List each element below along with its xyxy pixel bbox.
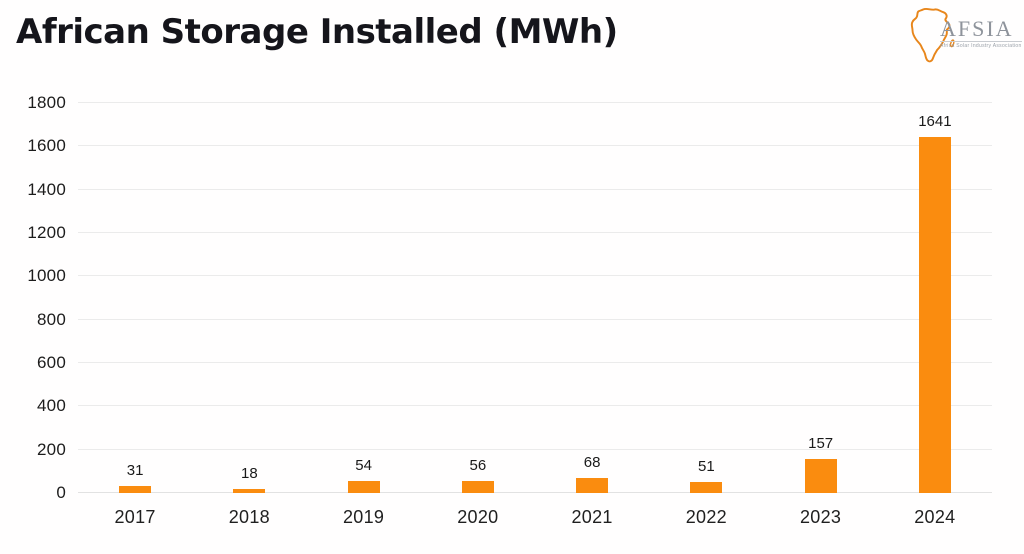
bar-2018 [233, 489, 266, 493]
x-axis-line [78, 492, 992, 493]
value-label: 18 [241, 465, 258, 482]
x-axis: 2017 2018 2019 2020 2021 2022 2023 2024 [78, 493, 992, 541]
gridline [78, 448, 992, 450]
y-tick-label: 1200 [27, 223, 66, 242]
y-tick-label: 1000 [27, 266, 66, 286]
y-tick-label: 1800 [27, 93, 66, 112]
bar-slot: 1641 [878, 103, 992, 493]
logo-text: AFSIA Africa Solar Industry Association [940, 15, 1022, 49]
gridline [78, 188, 992, 190]
x-tick-label: 2021 [571, 506, 613, 527]
bar-2017 [119, 486, 152, 493]
y-tick-label: 1600 [27, 136, 66, 156]
logo-wordmark: AFSIA [940, 15, 1014, 41]
value-label: 31 [126, 462, 144, 479]
bar-2024 [918, 137, 951, 493]
x-tick-label: 2020 [457, 506, 499, 527]
value-label: 54 [355, 457, 372, 474]
africa-outline-icon [910, 7, 955, 63]
bar-2021 [576, 478, 609, 493]
gridline [78, 362, 992, 363]
chart-title: African Storage Installed (MWh) [16, 12, 618, 52]
value-label: 68 [583, 454, 601, 471]
bar-series: 31 18 54 56 68 51 157 1641 [78, 103, 992, 493]
gridline [78, 405, 992, 407]
bar-slot: 56 [421, 103, 535, 493]
y-tick-label: 400 [37, 396, 66, 416]
bar-slot: 68 [535, 103, 649, 493]
x-tick-label: 2022 [685, 506, 727, 527]
value-label: 51 [698, 458, 715, 475]
value-label: 1641 [918, 113, 952, 130]
bar-slot: 18 [192, 103, 306, 493]
gridline [78, 232, 992, 233]
x-tick-label: 2019 [343, 506, 385, 527]
gridline [78, 275, 992, 277]
value-label: 56 [469, 457, 487, 474]
gridline [78, 318, 992, 320]
bar-2019 [347, 481, 380, 493]
y-tick-label: 0 [56, 483, 66, 502]
bar-slot: 157 [764, 103, 878, 493]
x-tick-label: 2023 [800, 506, 842, 527]
x-tick-label: 2018 [228, 506, 270, 527]
bar-2023 [804, 459, 837, 493]
y-axis: 0 200 400 600 800 1000 1200 1400 1600 1800 [0, 93, 66, 502]
bar-slot: 51 [649, 103, 763, 493]
bar-slot: 31 [78, 103, 192, 493]
y-tick-label: 600 [37, 353, 66, 372]
x-tick-label: 2017 [114, 506, 156, 527]
y-tick-label: 800 [37, 309, 66, 329]
gridline [78, 145, 992, 147]
plot-area: 31 18 54 56 68 51 157 1641 [78, 102, 992, 493]
logo-tagline: Africa Solar Industry Association [940, 40, 1022, 49]
bar-2020 [461, 481, 494, 493]
bar-slot: 54 [307, 103, 421, 493]
y-tick-label: 1400 [27, 179, 66, 199]
gridline [78, 102, 992, 103]
value-label: 157 [808, 435, 834, 452]
bar-2022 [690, 482, 723, 493]
afsia-logo: AFSIA Africa Solar Industry Association [898, 6, 1022, 64]
y-tick-label: 200 [37, 439, 66, 459]
x-tick-label: 2024 [914, 506, 956, 527]
